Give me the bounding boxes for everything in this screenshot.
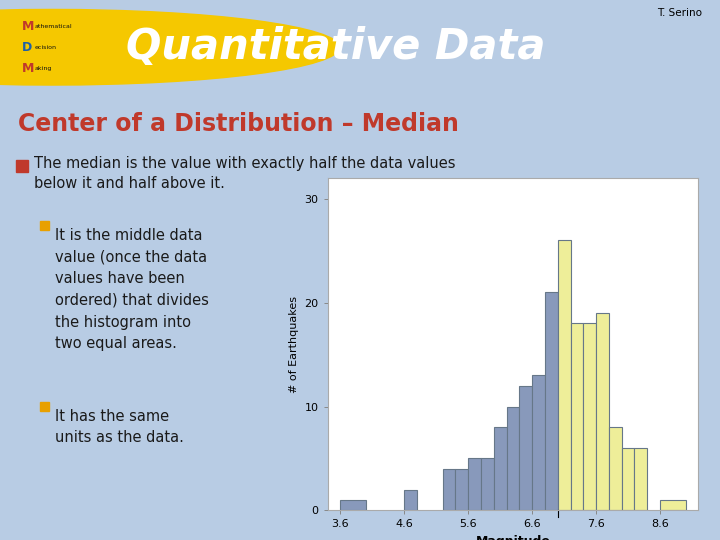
Bar — [40, 221, 49, 231]
Text: ecision: ecision — [35, 45, 57, 50]
Text: athematical: athematical — [35, 24, 72, 29]
Bar — [40, 402, 49, 411]
Bar — [341, 500, 366, 510]
Bar — [609, 427, 621, 510]
Text: aking: aking — [35, 65, 52, 71]
Bar — [583, 323, 596, 510]
Bar — [634, 448, 647, 510]
Text: M: M — [22, 20, 34, 33]
Bar — [494, 427, 507, 510]
Bar — [507, 407, 519, 510]
Bar — [405, 490, 417, 510]
Bar — [468, 458, 481, 510]
Text: The median is the value with exactly half the data values: The median is the value with exactly hal… — [34, 156, 455, 171]
Bar — [621, 448, 634, 510]
Text: Center of a Distribution – Median: Center of a Distribution – Median — [18, 112, 459, 136]
Bar — [545, 292, 558, 510]
Text: D: D — [22, 40, 32, 54]
Text: It has the same
units as the data.: It has the same units as the data. — [55, 409, 184, 445]
Bar — [456, 469, 468, 510]
Circle shape — [0, 10, 340, 85]
Text: It is the middle data
value (once the data
values have been
ordered) that divide: It is the middle data value (once the da… — [55, 228, 210, 351]
Text: T. Serino: T. Serino — [657, 8, 702, 18]
Text: Quantitative Data: Quantitative Data — [126, 26, 546, 68]
Bar — [660, 500, 685, 510]
Text: M: M — [22, 62, 34, 75]
Y-axis label: # of Earthquakes: # of Earthquakes — [289, 296, 299, 393]
Bar — [443, 469, 456, 510]
Bar — [481, 458, 494, 510]
X-axis label: Magnitude: Magnitude — [476, 535, 550, 540]
Bar — [16, 160, 28, 172]
Bar — [519, 386, 532, 510]
Bar — [596, 313, 609, 510]
Bar — [532, 375, 545, 510]
Bar — [570, 323, 583, 510]
Bar — [558, 240, 570, 510]
Text: below it and half above it.: below it and half above it. — [34, 176, 225, 191]
